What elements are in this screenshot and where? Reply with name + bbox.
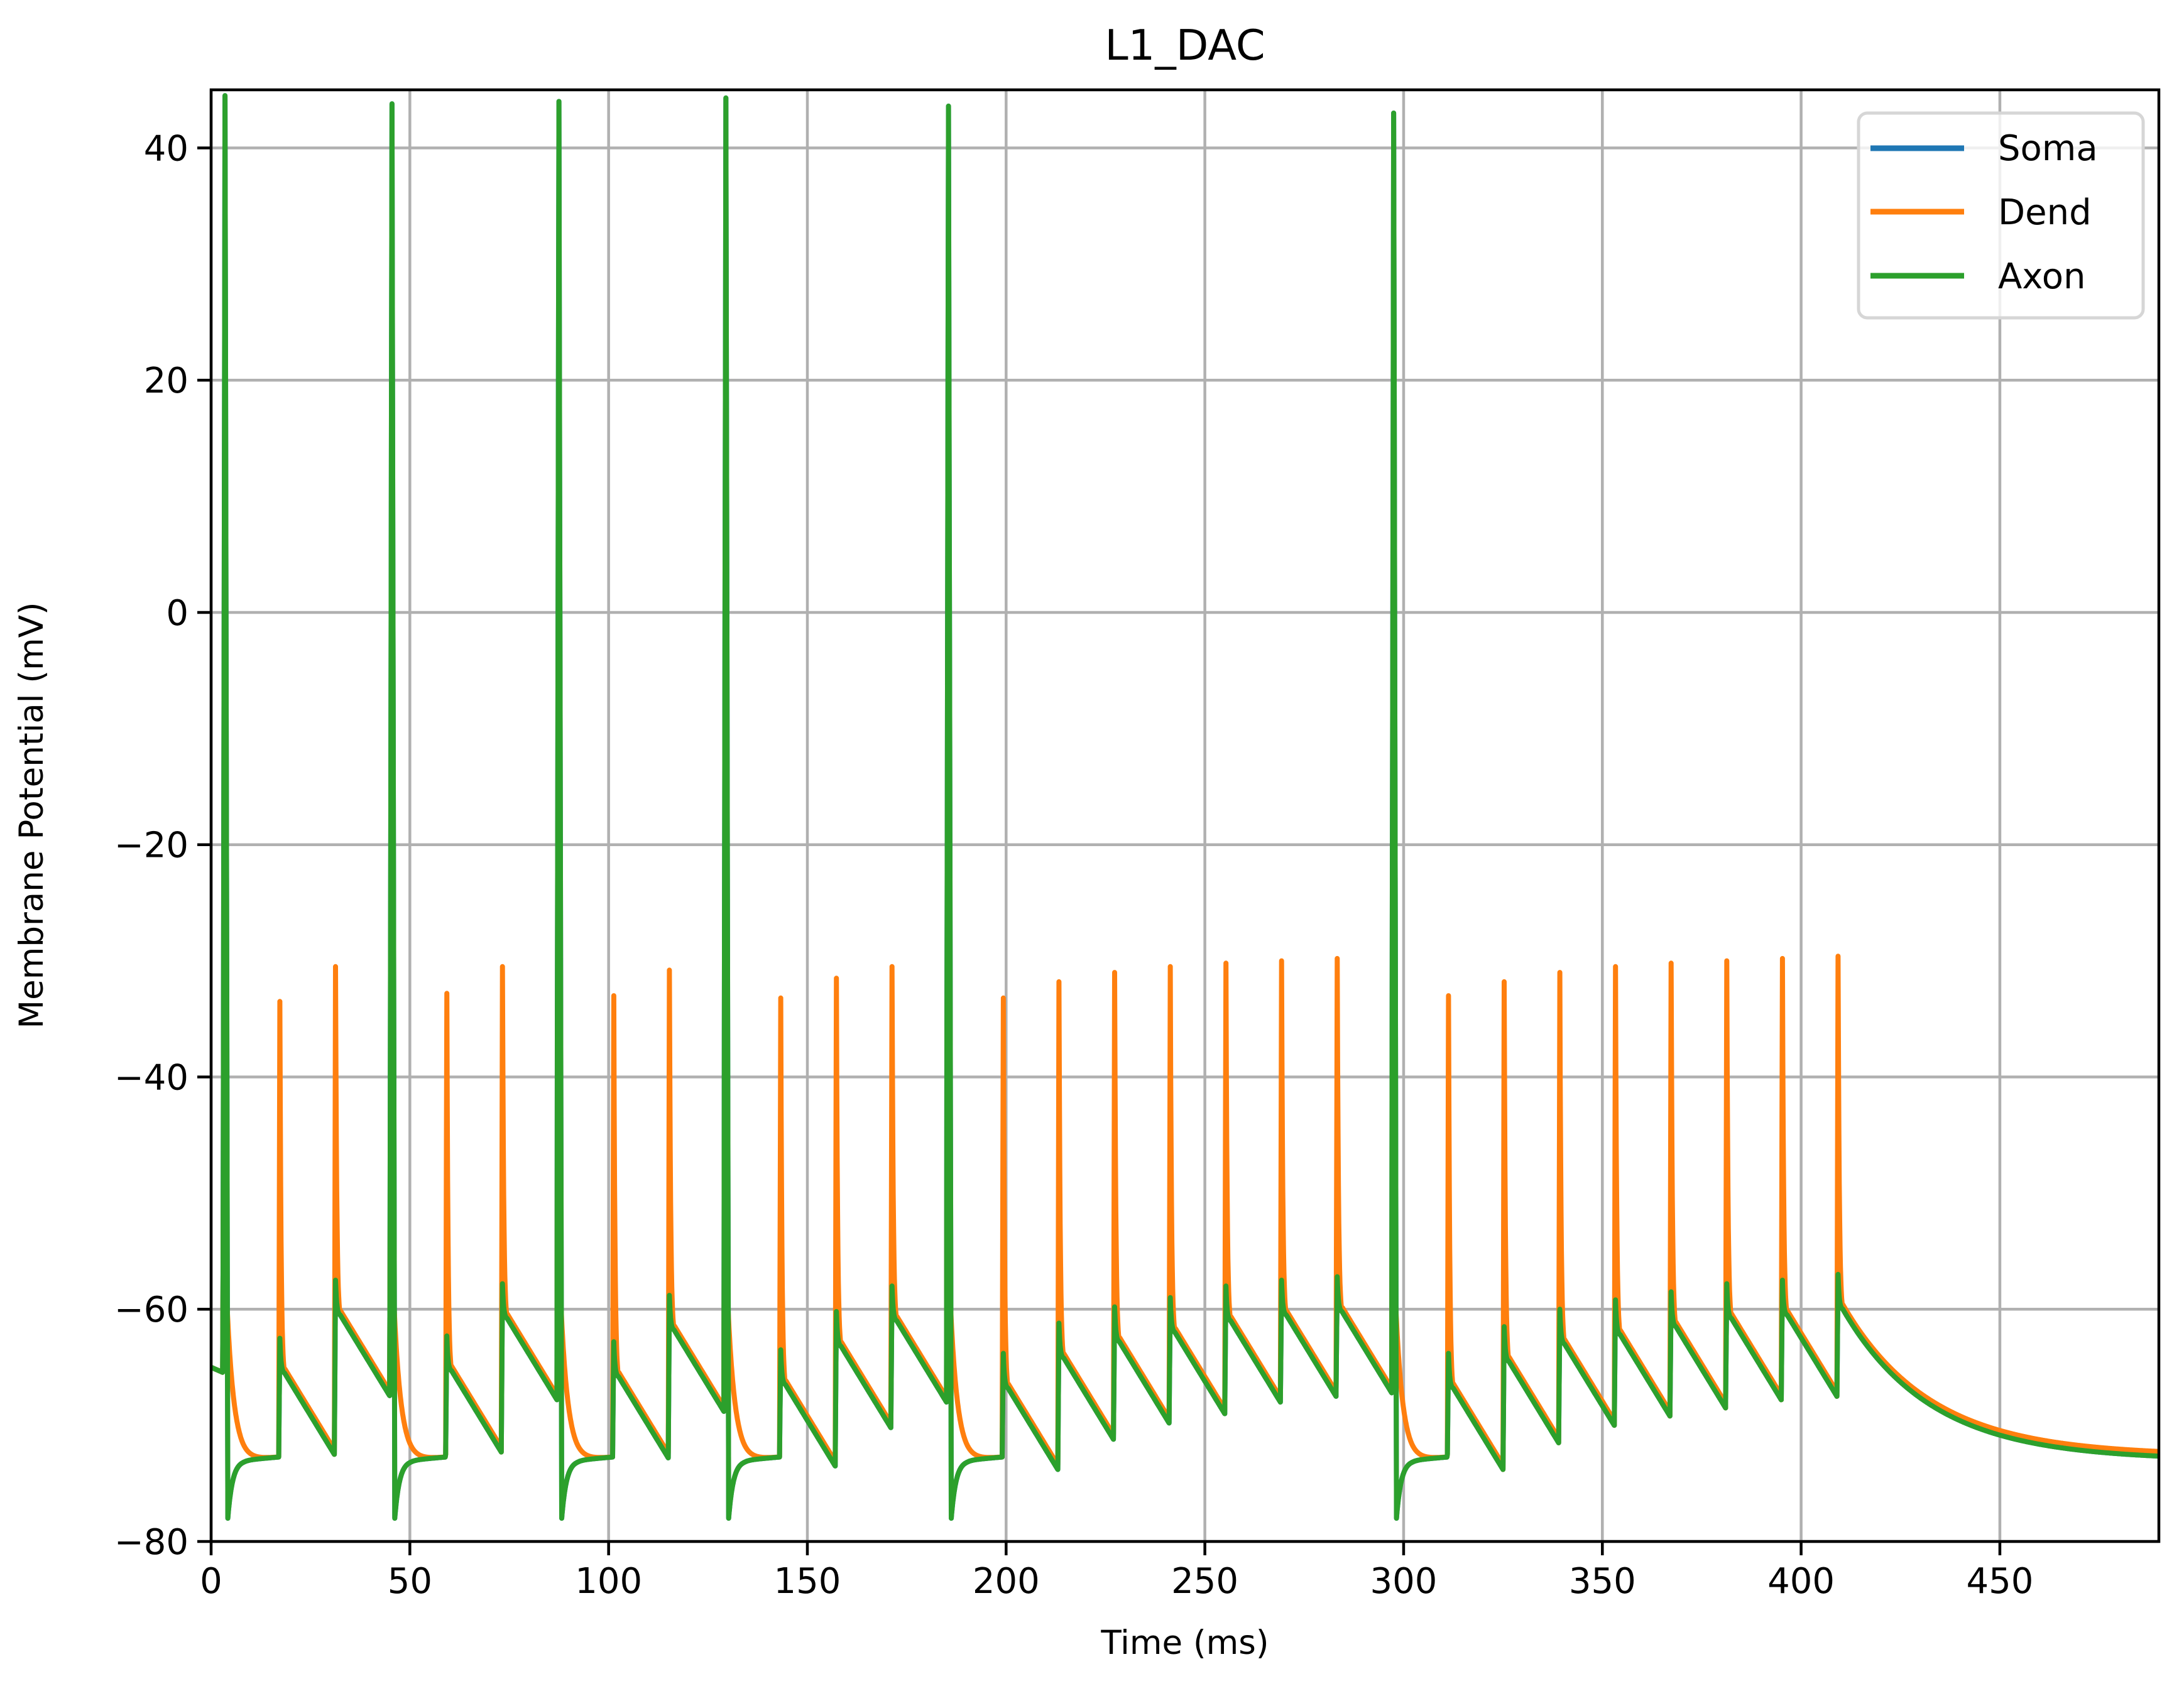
x-tick-label: 150: [774, 1561, 841, 1602]
plot-traces: [211, 93, 2159, 1521]
y-tick-label: 40: [144, 128, 188, 169]
legend-label-dend: Dend: [1998, 192, 2092, 233]
x-tick-label: 0: [200, 1561, 222, 1602]
axon-trace: [211, 93, 2159, 1521]
y-tick-label: 20: [144, 361, 188, 401]
x-tick-label: 400: [1767, 1561, 1835, 1602]
legend-label-axon: Axon: [1998, 256, 2085, 297]
legend-label-soma: Soma: [1998, 128, 2098, 169]
axes-frame: [209, 88, 2161, 1543]
x-axis-ticks: 0 50 100 150 200 250 300 350 400 450: [200, 1541, 2033, 1602]
x-tick-label: 50: [388, 1561, 432, 1602]
y-tick-label: −40: [114, 1057, 188, 1098]
x-tick-label: 250: [1171, 1561, 1238, 1602]
y-tick-label: −60: [114, 1290, 188, 1330]
x-tick-label: 450: [1966, 1561, 2033, 1602]
y-tick-label: 0: [166, 593, 188, 634]
legend: Soma Dend Axon: [1857, 111, 2145, 320]
y-axis-label: Membrane Potential (mV): [13, 602, 51, 1028]
y-tick-label: −20: [114, 825, 188, 866]
x-tick-label: 300: [1370, 1561, 1438, 1602]
y-axis-ticks: −80 −60 −40 −20 0 20 40: [114, 128, 211, 1563]
y-tick-label: −80: [114, 1522, 188, 1563]
legend-box: [1857, 111, 2145, 320]
x-tick-label: 200: [973, 1561, 1040, 1602]
x-tick-label: 350: [1569, 1561, 1636, 1602]
chart-title: L1_DAC: [1105, 21, 1265, 70]
x-axis-label: Time (ms): [1100, 1624, 1269, 1662]
x-tick-label: 100: [575, 1561, 642, 1602]
